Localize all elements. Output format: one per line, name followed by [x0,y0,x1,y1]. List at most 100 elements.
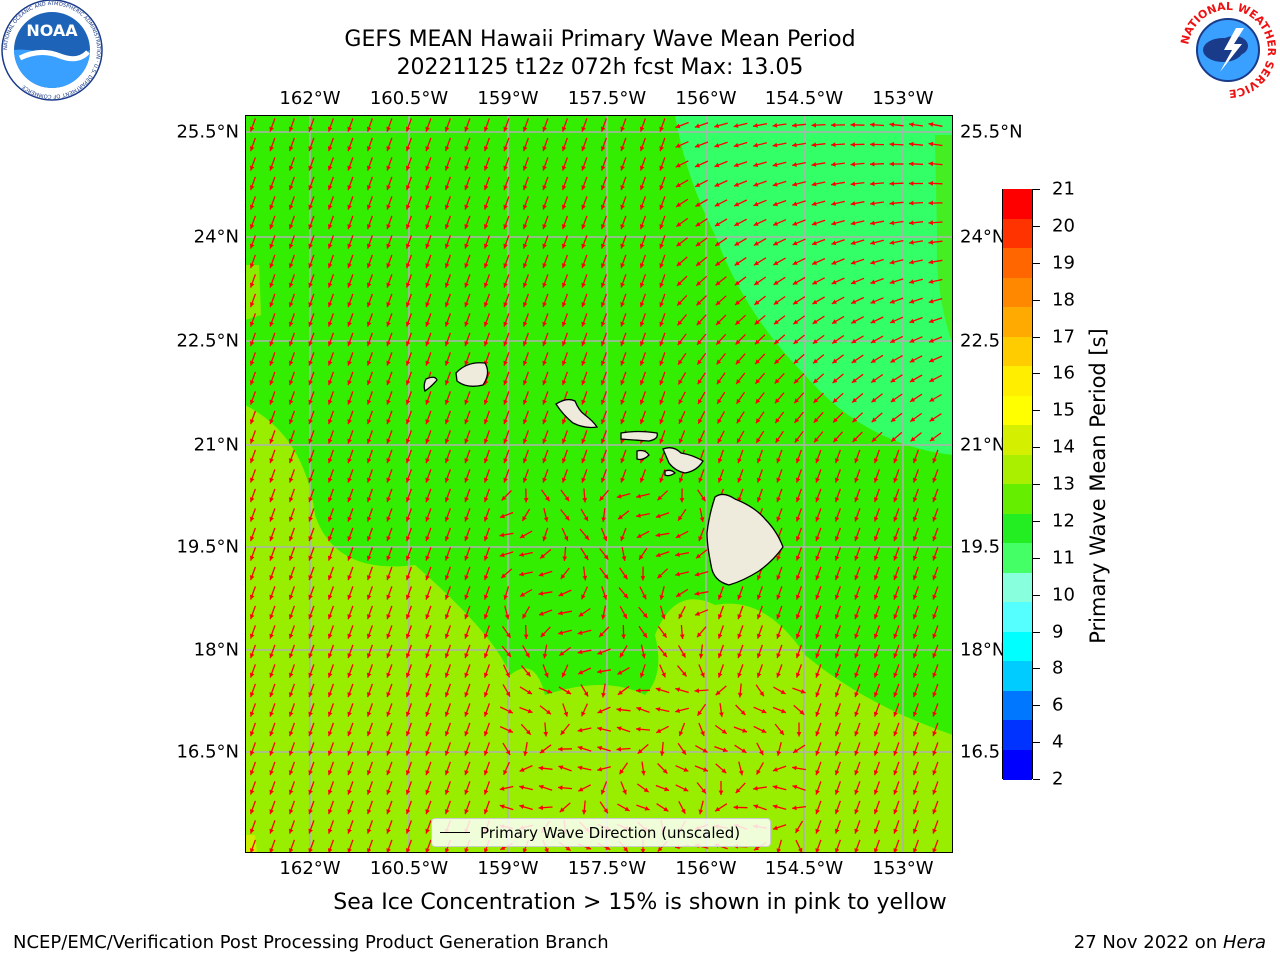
wave-arrow [444,235,452,249]
lon-tick-label-bottom: 153°W [872,858,934,879]
wave-arrow [269,469,276,483]
wave-arrow [444,274,452,288]
wave-arrow [698,469,705,483]
wave-arrow [714,122,728,128]
wave-arrow [522,274,530,288]
lat-tick-label-left: 25.5°N [176,121,239,143]
wave-arrow [522,254,530,269]
wave-arrow [425,410,432,425]
wave-arrow [503,332,510,347]
wave-arrow [444,469,452,483]
wave-arrow [714,199,728,207]
legend-line-icon [440,832,470,833]
colorbar-segment [1003,690,1032,721]
wave-arrow [696,333,707,346]
wave-arrow [327,488,335,503]
wave-arrow [600,254,608,269]
wave-arrow [288,391,296,405]
wave-arrow [327,157,335,171]
wave-arrow [483,176,491,191]
wave-arrow [347,254,354,269]
wave-arrow [659,371,666,386]
lon-tick-label-top: 156°W [675,88,737,109]
wave-arrow [889,142,904,147]
wave-arrow [269,371,276,386]
wave-arrow [776,449,783,464]
colorbar-tick-mark [1033,299,1040,301]
wave-arrow [308,488,315,503]
wave-arrow [696,353,707,365]
wave-arrow [444,352,452,366]
wave-arrow [870,201,884,206]
wave-arrow [542,137,549,152]
wave-arrow [347,176,354,191]
wave-arrow [366,449,374,464]
colorbar-tick-label: 8 [1052,657,1064,679]
wave-arrow [503,215,510,230]
wave-arrow [909,297,923,304]
wave-arrow [754,295,766,306]
wave-arrow [522,137,530,152]
wave-arrow [269,332,276,347]
wave-arrow [327,430,335,444]
wave-arrow [561,118,569,132]
wave-arrow [288,371,296,386]
colorbar-tick-label: 13 [1052,473,1075,495]
wave-arrow [582,488,588,503]
wave-arrow [522,313,530,327]
wave-arrow [715,314,727,326]
map-frame [245,115,953,853]
wave-arrow [249,254,257,269]
wave-arrow [909,412,923,423]
wave-arrow [932,449,939,464]
wave-arrow [772,238,787,246]
wave-arrow [600,118,608,132]
wave-arrow [832,392,844,404]
wave-arrow [754,353,766,365]
wave-arrow [444,293,452,308]
wave-arrow [812,296,825,305]
wave-arrow [850,277,865,285]
wave-arrow [288,313,296,327]
wave-arrow [347,391,354,405]
wave-arrow [737,449,744,464]
wave-arrow [444,488,452,503]
wave-arrow [620,313,627,327]
wave-arrow [655,512,670,519]
wave-arrow [347,137,354,152]
wave-arrow [444,254,452,269]
wave-arrow [444,508,452,522]
wave-arrow [308,274,315,288]
wave-arrow [580,508,589,522]
wave-arrow [850,296,865,305]
wave-arrow [522,118,530,132]
wave-arrow [695,179,708,188]
wave-arrow [717,469,725,483]
wave-arrow [928,259,943,265]
wave-arrow [464,274,471,288]
wave-arrow [854,469,861,483]
wave-arrow [851,412,864,423]
wave-arrow [308,527,315,542]
wave-arrow [889,220,904,226]
wave-arrow [639,293,647,308]
wave-arrow [834,469,842,483]
lat-tick-label-left: 18°N [193,639,239,661]
wave-arrow [908,220,924,226]
colorbar-segment [1003,720,1032,750]
lon-tick-label-top: 157.5°W [567,88,647,109]
wave-arrow [522,410,530,425]
wave-arrow [366,527,374,542]
chart-title: GEFS MEAN Hawaii Primary Wave Mean Perio… [344,27,856,52]
wave-arrow [889,181,904,186]
wave-arrow [269,430,276,444]
wave-arrow [561,313,569,327]
wave-arrow [659,332,666,347]
wave-arrow [542,352,549,366]
lon-tick-label-top: 153°W [872,88,934,109]
wave-arrow [561,157,569,171]
wave-arrow [444,215,452,230]
colorbar-segment [1003,425,1032,455]
wave-arrow [659,274,666,288]
wave-arrow [483,118,491,132]
